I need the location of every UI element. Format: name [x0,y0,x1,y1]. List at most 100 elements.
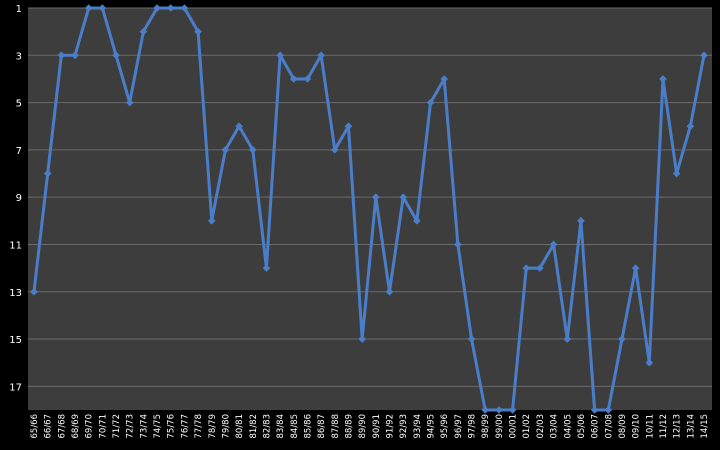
x-tick-label: 01/02 [522,414,532,439]
data-point-marker [98,4,107,12]
data-point-marker [30,287,38,296]
data-point-marker [331,146,339,154]
data-point-marker [659,75,667,83]
data-point-marker [57,51,66,60]
series-layer [30,4,708,414]
data-point-marker [495,406,503,414]
data-point-marker [112,51,120,60]
data-point-marker [563,335,572,343]
x-tick-label: 06/07 [591,414,601,439]
x-tick-label: 12/13 [673,414,683,439]
x-tick-label: 73/74 [139,414,149,439]
data-point-marker [207,217,216,225]
data-point-marker [454,240,462,249]
y-tick-label: 9 [16,193,22,204]
x-tick-label: 78/79 [208,414,218,439]
data-point-marker [344,122,353,131]
x-tick-label: 98/99 [481,414,491,439]
y-tick-label: 13 [9,288,22,299]
data-point-marker [672,169,681,178]
x-tick-label: 65/66 [30,414,40,439]
data-point-marker [413,217,421,225]
x-tick-label: 79/80 [221,414,231,439]
data-point-marker [139,27,148,36]
x-tick-label: 87/88 [331,414,341,439]
x-tick-label: 82/83 [262,414,272,439]
x-tick-label: 89/90 [358,414,368,439]
data-point-marker [248,146,257,154]
data-point-marker [289,75,298,83]
x-tick-label: 92/93 [399,414,409,439]
x-tick-label: 74/75 [153,414,163,439]
data-point-marker [153,4,161,12]
x-tick-label: 00/01 [509,414,519,439]
data-point-marker [440,75,449,83]
data-point-marker [221,146,230,154]
x-tick-label: 94/95 [427,414,437,439]
x-tick-label: 88/89 [344,414,354,439]
data-point-marker [467,335,476,343]
x-tick-label: 68/69 [71,414,81,439]
x-tick-label: 91/92 [386,414,396,439]
data-point-marker [358,335,366,343]
x-tick-label: 04/05 [563,414,573,439]
series-line [32,6,706,412]
data-point-marker [84,4,93,12]
data-point-marker [317,51,325,60]
x-tick-label: 80/81 [235,414,245,439]
data-point-marker [508,406,517,414]
data-point-marker [399,193,407,201]
x-tick-label: 72/73 [126,414,136,439]
data-point-marker [276,51,284,60]
y-tick-label: 15 [9,335,22,346]
x-tick-label: 02/03 [536,414,546,439]
x-tick-label: 03/04 [550,414,560,439]
y-tick-label: 3 [16,51,22,62]
x-tick-label: 84/85 [290,414,300,439]
data-point-marker [71,51,79,60]
data-point-marker [604,406,613,414]
data-point-marker [481,406,490,414]
y-tick-label: 11 [9,240,22,251]
x-tick-label: 96/97 [454,414,464,439]
x-tick-label: 99/00 [495,414,505,439]
x-tick-label: 95/96 [440,414,450,439]
data-point-marker [631,264,640,272]
x-tick-label: 97/98 [468,414,478,439]
y-tick-label: 1 [16,4,22,15]
data-point-marker [577,217,585,225]
data-point-marker [426,98,435,107]
data-point-marker [43,169,52,178]
data-point-marker [372,193,380,201]
x-tick-label: 85/86 [303,414,313,439]
y-tick-label: 5 [16,99,22,110]
x-tick-label: 11/12 [659,414,669,439]
x-tick-label: 07/08 [604,414,614,439]
data-point-marker [180,4,189,12]
x-tick-label: 13/14 [686,414,696,439]
data-point-marker [686,122,695,131]
x-tick-label: 75/76 [167,414,177,439]
x-tick-label: 70/71 [98,414,108,439]
data-point-marker [385,287,394,296]
x-tick-label: 67/68 [57,414,67,439]
data-point-marker [522,264,531,272]
x-tick-label: 10/11 [645,414,655,439]
data-point-marker [645,358,654,367]
x-tick-label: 08/09 [618,414,628,439]
data-point-marker [590,406,599,414]
data-point-marker [303,75,312,83]
plot-area [28,8,712,410]
y-tick-label: 7 [16,146,22,157]
x-tick-label: 69/70 [85,414,95,439]
x-tick-label: 05/06 [577,414,587,439]
data-point-marker [125,98,134,107]
y-tick-label: 17 [9,382,22,393]
x-tick-label: 09/10 [632,414,642,439]
data-point-marker [235,122,243,131]
data-point-marker [536,264,544,272]
x-tick-label: 71/72 [112,414,122,439]
